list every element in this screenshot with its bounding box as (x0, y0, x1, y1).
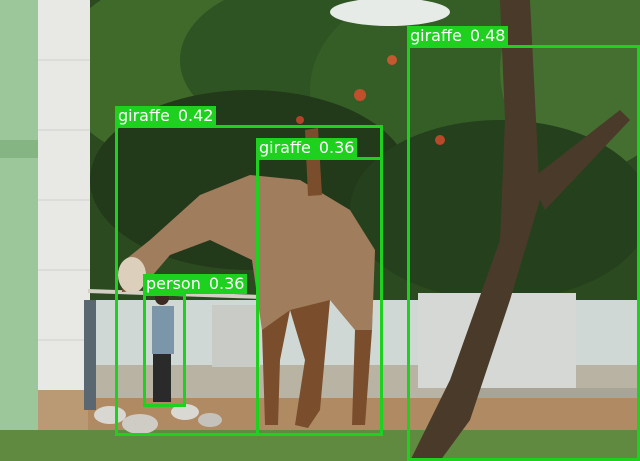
detection-label: giraffe 0.36 (256, 138, 358, 158)
class-label: giraffe (410, 26, 462, 45)
confidence-score: 0.48 (469, 26, 506, 45)
stones (94, 404, 222, 434)
detection-box-giraffe-right: giraffe 0.48 (407, 26, 640, 461)
detection-box-person: person 0.36 (143, 274, 248, 407)
confidence-score: 0.36 (208, 274, 245, 293)
detection-label: giraffe 0.42 (115, 106, 217, 126)
brick-pillar (38, 0, 90, 440)
class-label: giraffe (259, 138, 311, 157)
confidence-score: 0.36 (318, 138, 355, 157)
green-wall (0, 0, 40, 440)
confidence-score: 0.42 (177, 106, 214, 125)
detection-label: person 0.36 (143, 274, 248, 294)
class-label: giraffe (118, 106, 170, 125)
tree-trunk (410, 0, 540, 461)
detection-box-giraffe-center: giraffe 0.36 (256, 138, 383, 436)
detection-label: giraffe 0.48 (407, 26, 509, 46)
class-label: person (146, 274, 201, 293)
